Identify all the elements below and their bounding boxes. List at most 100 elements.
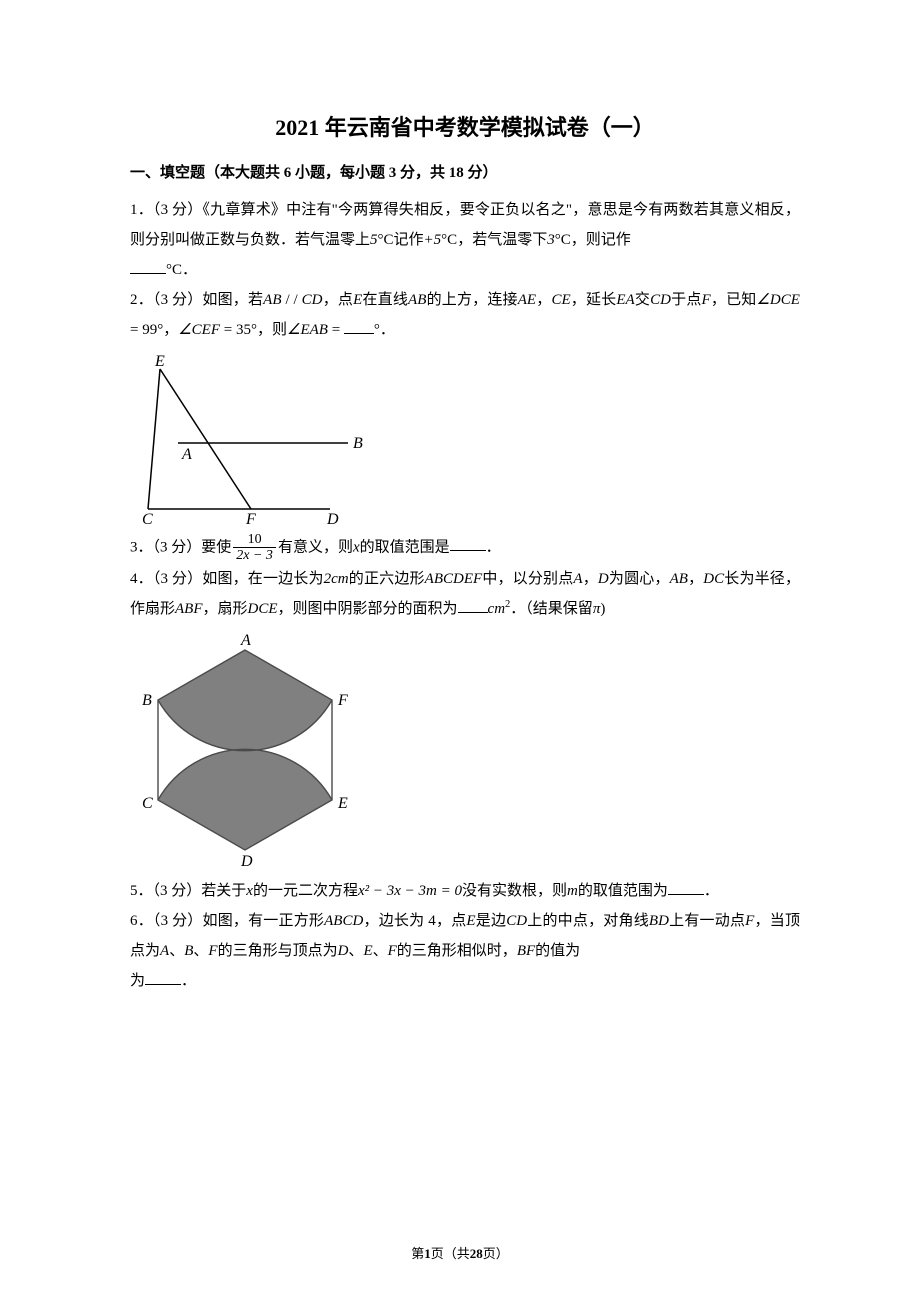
q2-blank [344, 318, 374, 334]
fig4-B: B [142, 692, 152, 709]
q4-abf: ABF [175, 601, 203, 617]
q2-e: E [353, 292, 362, 308]
figure-q4: A B C D E F [130, 630, 365, 870]
q4-t10: ) [600, 601, 605, 617]
q4-t5: ， [688, 571, 703, 587]
q2-t9: ， [163, 322, 178, 338]
fig2-label-C: C [142, 511, 153, 526]
q2-t3: 的上方，连接 [426, 292, 517, 308]
q6-t13: ． [181, 973, 196, 989]
q3-t2: 的取值范围是 [360, 539, 450, 555]
page-footer: 第1页（共28页） [0, 1243, 920, 1262]
q2-cd: CD [302, 292, 323, 308]
q6-t12: 的值为 [535, 943, 580, 959]
q5-eq: x² − 3x − 3m = 0 [358, 883, 462, 899]
q4-blank [458, 597, 488, 613]
q6-t4: 上有一动点 [669, 913, 745, 929]
q3-blank [450, 535, 486, 551]
q2-ang3l: ∠EAB [287, 322, 328, 338]
q2-ea: EA [616, 292, 634, 308]
q4-t9: ．（结果保留 [510, 601, 593, 617]
question-2: 2．（3 分）如图，若AB / / CD，点E在直线AB的上方，连接AE，CE，… [130, 285, 800, 345]
q2-t4: ， [536, 292, 551, 308]
q6-e: E [466, 913, 475, 929]
q3-frac-den: 2x − 3 [233, 548, 276, 563]
fig4-E: E [337, 795, 348, 812]
q3-fraction: 102x − 3 [233, 532, 276, 564]
q4-len: 2cm [324, 571, 349, 587]
q5-t3: 的取值范围为 [578, 883, 668, 899]
q2-t6: 交 [635, 292, 650, 308]
q6-t9: 、 [348, 943, 363, 959]
q4-dc: DC [703, 571, 724, 587]
q6-t6: 、 [169, 943, 184, 959]
question-1: 1．（3 分）《九章算术》中注有"今两算得失相反，要令正负以名之"，意思是今有两… [130, 195, 800, 285]
figure-q2: E A B C F D [130, 351, 380, 526]
footer-l1: 第 [411, 1246, 424, 1261]
q6-t11: 的三角形相似时， [397, 943, 517, 959]
q2-t11: = [328, 322, 344, 338]
footer-l3: 页） [483, 1246, 509, 1261]
q6-d: D [338, 943, 349, 959]
fig2-label-D: D [326, 511, 339, 526]
q1-suffix: ． [182, 262, 197, 278]
footer-l2: 页（共 [431, 1246, 470, 1261]
q1-temp1s: +5 [424, 232, 442, 248]
q1-mid2: ，若气温零下 [457, 232, 547, 248]
q5-t4: ． [704, 883, 719, 899]
fig2-label-E: E [154, 353, 165, 370]
fig2-label-A: A [181, 446, 192, 463]
section-1-header: 一、填空题（本大题共 6 小题，每小题 3 分，共 18 分） [130, 160, 800, 187]
q6-pre: 6．（3 分）如图，有一正方形 [130, 913, 324, 929]
q6-abcd: ABCD [324, 913, 363, 929]
q6-e2: E [363, 943, 372, 959]
q4-t2: 中，以分别点 [482, 571, 573, 587]
q4-a: A [573, 571, 582, 587]
question-5: 5．（3 分）若关于x的一元二次方程x² − 3x − 3m = 0没有实数根，… [130, 876, 800, 906]
q1-blank [130, 258, 166, 274]
q3-t3: ． [486, 539, 501, 555]
q6-t8: 的三角形与顶点为 [218, 943, 338, 959]
q6-b: B [184, 943, 193, 959]
exam-page: 2021 年云南省中考数学模拟试卷（一） 一、填空题（本大题共 6 小题，每小题… [0, 0, 920, 1302]
q2-ce: CE [551, 292, 570, 308]
q2-ab2: AB [408, 292, 426, 308]
q4-t8: ，则图中阴影部分的面积为 [278, 601, 458, 617]
question-6: 6．（3 分）如图，有一正方形ABCD，边长为 4，点E是边CD上的中点，对角线… [130, 906, 800, 996]
q2-cd2: CD [650, 292, 671, 308]
q4-ab: AB [670, 571, 688, 587]
q2-t10: ，则 [257, 322, 287, 338]
q6-bf: BF [517, 943, 535, 959]
q5-pre: 5．（3 分）若关于 [130, 883, 246, 899]
q6-t2: 是边 [476, 913, 507, 929]
q2-ab: AB [263, 292, 281, 308]
q4-d: D [598, 571, 609, 587]
q2-f: F [702, 292, 711, 308]
q2-t8: ，已知 [711, 292, 757, 308]
q4-pre: 4．（3 分）如图，在一边长为 [130, 571, 324, 587]
q2-t5: ，延长 [571, 292, 617, 308]
footer-total: 28 [470, 1246, 483, 1261]
q6-t10: 、 [373, 943, 388, 959]
page-title: 2021 年云南省中考数学模拟试卷（一） [130, 110, 800, 142]
q1-mid3: ，则记作 [571, 232, 631, 248]
fig4-C: C [142, 795, 153, 812]
fig2-label-F: F [245, 511, 256, 526]
q5-t2: 没有实数根，则 [462, 883, 567, 899]
q6-f2: F [208, 943, 217, 959]
q1-mid1: 记作 [394, 232, 424, 248]
q6-t7: 、 [193, 943, 208, 959]
q4-unit: cm [488, 601, 506, 617]
q2-ang2v: = 35° [220, 322, 257, 338]
q5-x: x [246, 883, 253, 899]
q4-t7: ，扇形 [203, 601, 248, 617]
q2-ang1l: ∠DCE [756, 292, 799, 308]
question-4: 4．（3 分）如图，在一边长为2cm的正六边形ABCDEF中，以分别点A，D为圆… [130, 564, 800, 624]
q3-pre: 3．（3 分）要使 [130, 539, 231, 555]
q6-t1: ，边长为 4，点 [363, 913, 466, 929]
q6-blank [145, 969, 181, 985]
q2-pre: 2．（3 分）如图，若 [130, 292, 263, 308]
q2-ae: AE [518, 292, 536, 308]
q6-f: F [745, 913, 754, 929]
q2-t7: 于点 [671, 292, 702, 308]
